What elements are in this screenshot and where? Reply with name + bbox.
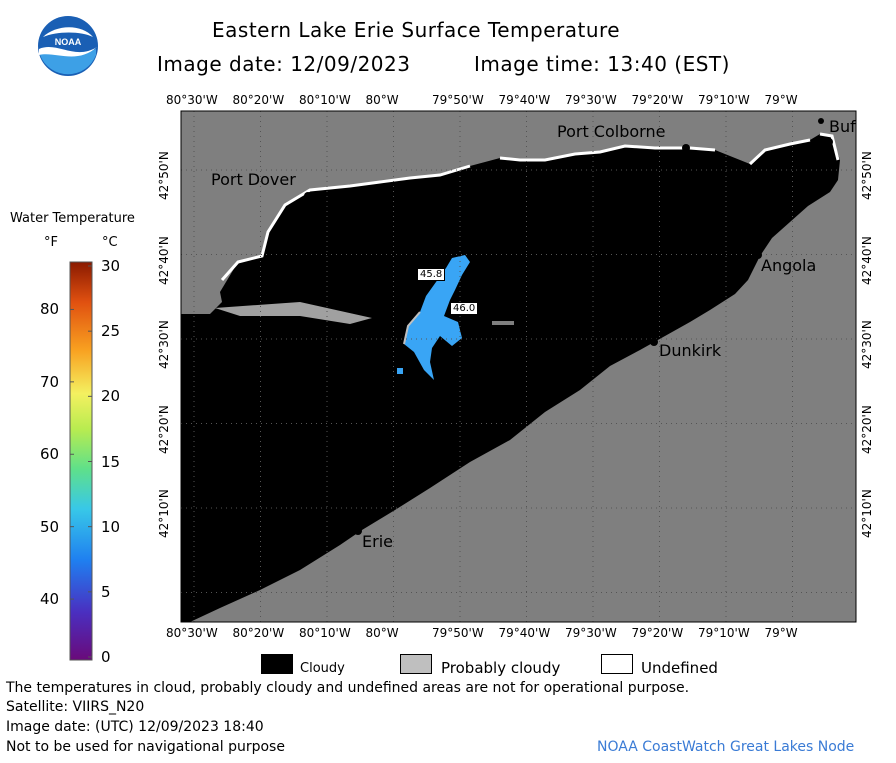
erie-marker — [354, 527, 362, 535]
buffalo-marker — [825, 138, 833, 146]
image-time: Image time: 13:40 (EST) — [474, 52, 730, 76]
graticule — [181, 111, 856, 622]
port-dover-marker — [304, 192, 312, 200]
longitude-label-top: 80°10'W — [299, 93, 351, 107]
colorbar-f-tick-label: 40 — [40, 590, 60, 609]
legend-cloudy-swatch — [261, 654, 293, 674]
colorbar-c-tick-label: 10 — [101, 517, 121, 536]
dunkirk-label: Dunkirk — [659, 341, 722, 360]
probably-cloudy-area — [215, 302, 372, 324]
legend-probably-cloudy-label: Probably cloudy — [441, 659, 561, 677]
latitude-label-right: 42°40'N — [860, 235, 874, 285]
colorbar-c-tick-label: 30 — [101, 257, 121, 275]
legend-undefined-label: Undefined — [641, 659, 718, 677]
dunkirk-marker — [650, 338, 658, 346]
latitude-label-left: 42°50'N — [157, 151, 171, 200]
noaa-logo: NOAA — [37, 15, 99, 77]
colorbar-f-tick-label: 80 — [40, 300, 60, 319]
longitude-label-top: 80°20'W — [232, 93, 285, 107]
angola-label: Angola — [761, 256, 817, 275]
legend-probably-cloudy-swatch — [400, 654, 432, 674]
colorbar-c-tick-label: 20 — [101, 387, 121, 406]
colorbar-c-tick-label: 5 — [101, 582, 111, 601]
legend-cloudy-label: Cloudy — [300, 661, 345, 676]
noaa-logo-text: NOAA — [55, 37, 82, 47]
longitude-label-top: 79°30'W — [565, 93, 617, 107]
port-dover-label: Port Dover — [211, 170, 296, 189]
warm-water-speck — [397, 368, 403, 374]
cloud-gap — [492, 321, 514, 325]
colorbar-f-tick-label: 60 — [40, 445, 60, 464]
longitude-label-bottom: 80°W — [365, 626, 399, 640]
buffalo-marker-2 — [818, 118, 824, 124]
longitude-label-bottom: 79°10'W — [698, 626, 750, 640]
colorbar-c-tick-label: 25 — [101, 322, 121, 341]
nav-warning-text: Not to be used for navigational purpose — [6, 739, 285, 755]
latitude-label-left: 42°20'N — [157, 404, 171, 454]
longitude-label-bottom: 79°40'W — [498, 626, 551, 640]
longitude-label-top: 79°10'W — [698, 93, 750, 107]
colorbar-f-tick-label: 70 — [40, 372, 60, 391]
legend-undefined-swatch — [601, 654, 633, 674]
buffalo-label: Buf — [829, 117, 856, 136]
temp-label-2: 46.0 — [450, 302, 479, 315]
longitude-label-bottom: 80°30'W — [166, 626, 218, 640]
latitude-label-right: 42°10'N — [860, 489, 874, 538]
longitude-label-top: 79°50'W — [432, 93, 484, 107]
colorbar-title: Water Temperature — [10, 211, 135, 226]
undefined-shoreline — [220, 132, 840, 281]
map-title: Eastern Lake Erie Surface Temperature — [212, 18, 621, 42]
port-colborne-marker — [682, 144, 690, 152]
disclaimer-text: The temperatures in cloud, probably clou… — [6, 680, 690, 696]
longitude-label-top: 79°40'W — [498, 93, 551, 107]
latitude-label-right: 42°30'N — [860, 320, 874, 369]
longitude-label-top: 80°30'W — [166, 93, 218, 107]
lake-cloud-area — [181, 134, 840, 622]
map-panel — [181, 111, 856, 622]
latitude-label-right: 42°50'N — [860, 151, 874, 200]
colorbar-unit-f: °F — [44, 235, 58, 250]
warm-water-patch — [404, 255, 470, 380]
longitude-label-bottom: 79°30'W — [565, 626, 617, 640]
city-markers — [304, 118, 833, 535]
colorbar-f-tick-label: 50 — [40, 517, 60, 536]
longitude-label-top: 79°20'W — [631, 93, 684, 107]
latitude-label-right: 42°20'N — [860, 404, 874, 454]
latitude-label-left: 42°30'N — [157, 320, 171, 369]
probably-cloudy-rim — [403, 311, 421, 345]
erie-label: Erie — [362, 532, 393, 551]
credit-text: NOAA CoastWatch Great Lakes Node — [597, 739, 855, 755]
longitude-label-bottom: 80°10'W — [299, 626, 351, 640]
map-border — [180, 110, 857, 623]
utc-date-text: Image date: (UTC) 12/09/2023 18:40 — [6, 719, 264, 735]
longitude-label-bottom: 79°20'W — [631, 626, 684, 640]
colorbar-c-tick-label: 0 — [101, 648, 111, 666]
angola-marker — [754, 251, 762, 259]
temp-label-1: 45.8 — [417, 268, 446, 281]
satellite-text: Satellite: VIIRS_N20 — [6, 699, 145, 715]
longitude-label-bottom: 80°20'W — [232, 626, 285, 640]
longitude-label-top: 80°W — [365, 93, 399, 107]
colorbar-ticks — [70, 265, 92, 658]
image-date: Image date: 12/09/2023 — [157, 52, 411, 76]
longitude-label-bottom: 79°50'W — [432, 626, 484, 640]
port-colborne-label: Port Colborne — [557, 122, 666, 141]
latitude-label-left: 42°40'N — [157, 235, 171, 285]
longitude-label-top: 79°W — [764, 93, 798, 107]
colorbar-unit-c: °C — [102, 235, 118, 250]
latitude-label-left: 42°10'N — [157, 489, 171, 538]
colorbar-c-tick-label: 15 — [101, 452, 121, 471]
longitude-label-bottom: 79°W — [764, 626, 798, 640]
